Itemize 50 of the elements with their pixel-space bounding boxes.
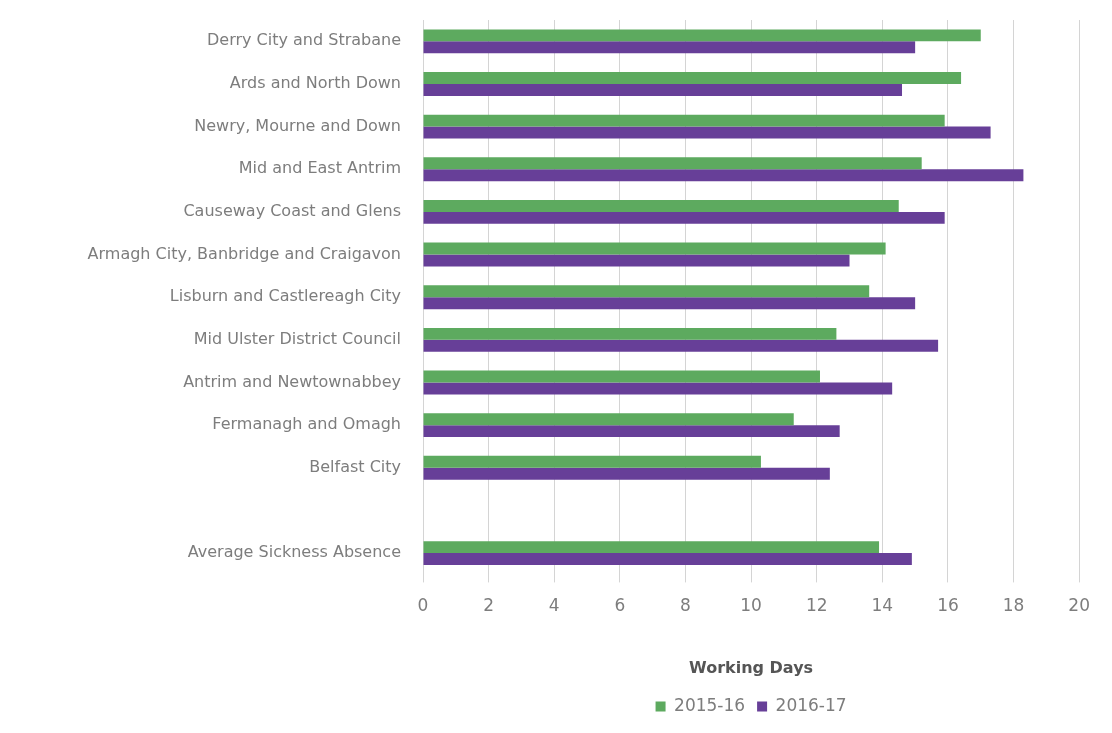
y-tick-label: Derry City and Strabane bbox=[207, 30, 401, 50]
bar bbox=[423, 425, 840, 438]
x-tick-label: 0 bbox=[417, 595, 429, 616]
x-tick-label: 4 bbox=[548, 595, 560, 616]
y-tick-label: Lisburn and Castlereagh City bbox=[169, 286, 401, 306]
bar bbox=[423, 29, 981, 42]
x-tick-label: 6 bbox=[614, 595, 626, 616]
y-tick-label: Mid Ulster District Council bbox=[193, 329, 401, 348]
legend-label: 2016-17 bbox=[775, 694, 847, 715]
bar bbox=[423, 72, 962, 84]
bar bbox=[423, 83, 903, 96]
bar bbox=[423, 455, 761, 468]
x-tick-label: 16 bbox=[937, 595, 959, 616]
bar bbox=[423, 553, 912, 566]
x-tick-label: 14 bbox=[871, 595, 894, 616]
bar bbox=[423, 211, 945, 224]
x-tick-label: 2 bbox=[483, 595, 495, 616]
bar bbox=[423, 339, 939, 352]
y-tick-label: Causeway Coast and Glens bbox=[183, 201, 401, 221]
x-tick-label: 10 bbox=[740, 595, 762, 616]
y-tick-label: Armagh City, Banbridge and Craigavon bbox=[87, 243, 401, 263]
bar bbox=[423, 413, 794, 426]
bar bbox=[423, 467, 830, 480]
x-tick-label: 12 bbox=[805, 595, 828, 616]
bar bbox=[423, 382, 893, 395]
bar bbox=[423, 41, 916, 54]
y-tick-label: Mid and East Antrim bbox=[238, 158, 401, 178]
bar bbox=[423, 157, 922, 170]
bar bbox=[423, 254, 850, 267]
bar bbox=[423, 285, 870, 298]
x-tick-label: 20 bbox=[1068, 595, 1090, 616]
bar bbox=[423, 297, 916, 310]
bar bbox=[423, 541, 880, 554]
bar bbox=[423, 169, 1024, 182]
y-tick-label: Newry, Mourne and Down bbox=[194, 115, 401, 135]
x-axis-title: Working Days bbox=[689, 657, 814, 677]
y-tick-label: Fermanagh and Omagh bbox=[212, 414, 401, 434]
bar bbox=[423, 370, 820, 383]
bar bbox=[423, 242, 886, 255]
y-tick-label: Average Sickness Absence bbox=[187, 542, 401, 562]
bar bbox=[423, 327, 837, 340]
y-tick-label: Belfast City bbox=[309, 456, 401, 476]
bar bbox=[423, 114, 945, 127]
bar bbox=[423, 126, 991, 139]
x-tick-label: 18 bbox=[1002, 595, 1025, 616]
x-tick-label: 8 bbox=[680, 595, 691, 616]
y-tick-label: Ards and North Down bbox=[229, 73, 401, 93]
bar bbox=[423, 199, 899, 212]
y-tick-label: Antrim and Newtownabbey bbox=[183, 371, 401, 391]
legend-label: 2015-16 bbox=[674, 694, 746, 715]
